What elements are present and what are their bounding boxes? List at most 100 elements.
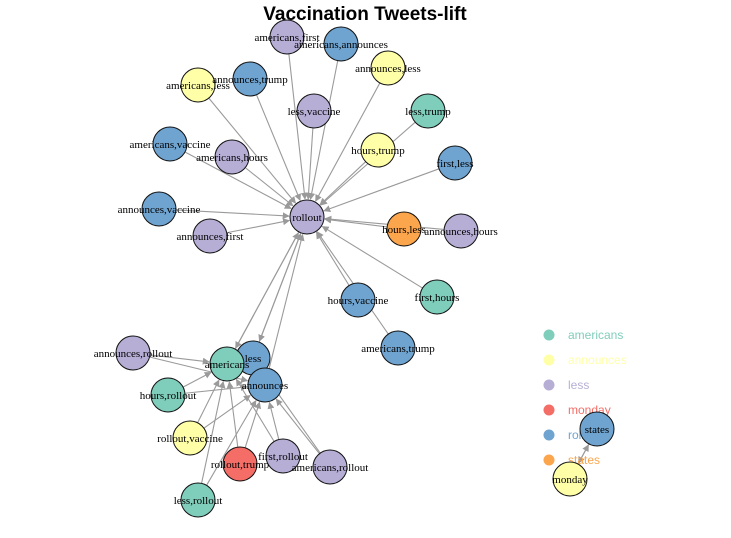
node-label: americans,vaccine: [130, 139, 211, 151]
edge-layer: [149, 53, 590, 486]
edge-rollout-to-less: [258, 232, 302, 342]
node-americans-announces: americans,announces: [294, 26, 388, 62]
node-circle: [209, 346, 245, 382]
legend-item-less: less: [543, 378, 589, 392]
node-circle: [232, 61, 268, 97]
node-announces-rollout: announces,rollout: [94, 335, 173, 371]
node-announces-less: announces,less: [355, 50, 421, 86]
node-label: announces,less: [355, 63, 421, 75]
node-label: states: [585, 424, 609, 436]
node-announces-hours: announces,hours: [424, 213, 498, 249]
node-announces-first: announces,first: [177, 218, 244, 254]
node-circle: [192, 218, 228, 254]
node-circle: [410, 93, 446, 129]
node-label: rollout,trump: [211, 459, 270, 471]
edge-americans-hours-to-rollout: [244, 167, 294, 207]
node-americans: americans: [205, 346, 250, 382]
node-americans-vaccine: americans,vaccine: [130, 126, 211, 162]
node-americans-trump: americans,trump: [361, 330, 435, 366]
edge-monday-to-states: [577, 444, 589, 465]
node-label: americans,announces: [294, 39, 388, 51]
node-label: rollout,vaccine: [157, 433, 223, 445]
edge-announces-hours-to-rollout: [324, 215, 445, 231]
edge-hours-trump-to-rollout: [319, 161, 367, 206]
legend-swatch: [543, 354, 555, 366]
edge-rollout-trump-to-announces: [244, 401, 262, 448]
node-circle: [247, 367, 283, 403]
node-americans-less: americans,less: [166, 67, 230, 103]
node-circle: [419, 279, 455, 315]
legend-swatch: [543, 404, 555, 416]
node-less-vaccine: less,vaccine: [288, 93, 341, 129]
node-label: americans,trump: [361, 343, 435, 355]
node-circle: [269, 19, 305, 55]
node-circle: [150, 377, 186, 413]
node-americans-rollout: americans,rollout: [292, 449, 368, 485]
edge-announces-trump-to-rollout: [255, 94, 301, 202]
node-hours-vaccine: hours,vaccine: [328, 282, 389, 318]
edge-hours-rollout-to-americans: [182, 371, 212, 388]
edge-less-rollout-to-announces: [206, 399, 257, 486]
node-label: rollout: [292, 212, 321, 224]
node-label: hours,trump: [351, 145, 405, 157]
legend-swatch: [543, 454, 555, 466]
edge-first-less-to-rollout: [323, 168, 440, 212]
node-circle: [360, 132, 396, 168]
edge-rollout-to-americans: [235, 231, 300, 349]
edge-announces-vaccine-to-rollout: [175, 209, 290, 220]
node-circle: [296, 93, 332, 129]
node-label: announces: [242, 380, 288, 392]
node-less-rollout: less,rollout: [174, 482, 223, 518]
node-circle: [443, 213, 479, 249]
edge-americans-first-to-rollout: [288, 53, 308, 200]
node-circle: [152, 126, 188, 162]
legend-label: americans: [568, 328, 623, 342]
node-rollout-trump: rollout,trump: [211, 446, 270, 482]
edge-announces-rollout-to-americans: [149, 354, 210, 365]
node-first-rollout: first,rollout: [258, 438, 308, 474]
node-circle: [312, 449, 348, 485]
node-circle: [180, 67, 216, 103]
node-circle: [552, 461, 588, 497]
node-label: monday: [552, 474, 588, 486]
edge-americans-trump-to-rollout: [316, 231, 389, 335]
edge-first-rollout-to-americans: [235, 378, 275, 442]
node-hours-trump: hours,trump: [351, 132, 405, 168]
legend-item-announces: announces: [543, 353, 627, 367]
node-circle: [172, 420, 208, 456]
node-circle: [180, 482, 216, 518]
node-label: announces,rollout: [94, 348, 173, 360]
node-states: states: [579, 411, 615, 447]
node-label: americans: [205, 359, 250, 371]
node-first-less: first,less: [437, 145, 473, 181]
edge-announces-to-rollout: [268, 233, 305, 369]
node-hours-rollout: hours,rollout: [140, 377, 196, 413]
node-americans-hours: americans,hours: [196, 139, 268, 175]
node-circle: [437, 145, 473, 181]
edge-americans-less-to-rollout: [208, 97, 296, 204]
node-hours-less: hours,less: [382, 211, 426, 247]
edge-hours-vaccine-to-rollout: [315, 231, 350, 286]
edge-announces-less-to-rollout: [315, 82, 381, 202]
node-circle: [115, 335, 151, 371]
legend-swatch: [543, 329, 555, 341]
node-circle: [214, 139, 250, 175]
node-label: less: [245, 353, 262, 365]
node-label: announces,vaccine: [118, 204, 201, 216]
node-announces-trump: announces,trump: [212, 61, 288, 97]
node-label: announces,first: [177, 231, 244, 243]
edge-less-vaccine-to-rollout: [305, 127, 314, 200]
node-rollout-vaccine: rollout,vaccine: [157, 420, 223, 456]
node-circle: [289, 199, 325, 235]
edge-first-rollout-to-announces: [267, 401, 280, 440]
node-label: first,rollout: [258, 451, 308, 463]
legend: americansannounceslessmondayrolloutstate…: [543, 328, 627, 467]
node-circle: [141, 191, 177, 227]
node-circle: [386, 211, 422, 247]
edge-first-hours-to-rollout: [321, 225, 423, 289]
node-label: announces,hours: [424, 226, 498, 238]
node-circle: [323, 26, 359, 62]
legend-label: announces: [568, 353, 627, 367]
node-label: americans,hours: [196, 152, 268, 164]
node-label: less,rollout: [174, 495, 223, 507]
